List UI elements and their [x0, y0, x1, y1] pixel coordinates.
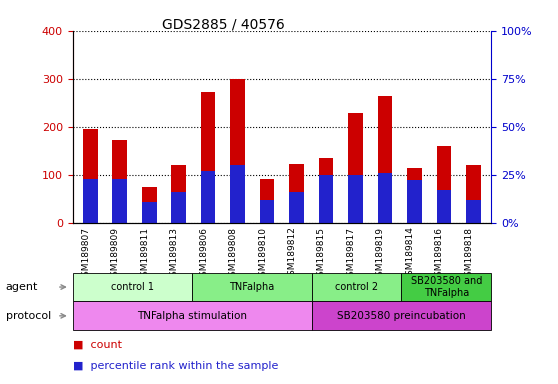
- Text: GSM189808: GSM189808: [229, 227, 238, 281]
- Text: GDS2885 / 40576: GDS2885 / 40576: [162, 17, 285, 31]
- Bar: [436, 146, 451, 223]
- Text: SB203580 preincubation: SB203580 preincubation: [337, 311, 466, 321]
- Bar: [83, 179, 98, 223]
- Bar: [192, 273, 312, 301]
- Bar: [312, 273, 401, 301]
- Bar: [112, 179, 127, 223]
- Text: GSM189815: GSM189815: [317, 227, 326, 281]
- Text: protocol: protocol: [6, 311, 51, 321]
- Bar: [319, 158, 333, 223]
- Text: GSM189811: GSM189811: [140, 227, 149, 281]
- Bar: [312, 301, 491, 330]
- Text: GSM189806: GSM189806: [199, 227, 208, 281]
- Text: GSM189812: GSM189812: [287, 227, 296, 281]
- Bar: [348, 113, 363, 223]
- Bar: [201, 92, 215, 223]
- Bar: [348, 175, 363, 223]
- Text: GSM189816: GSM189816: [435, 227, 444, 281]
- Bar: [112, 140, 127, 223]
- Bar: [171, 192, 186, 223]
- Bar: [289, 192, 304, 223]
- Bar: [466, 200, 481, 223]
- Bar: [230, 79, 245, 223]
- Bar: [73, 273, 192, 301]
- Text: GSM189819: GSM189819: [376, 227, 385, 281]
- Bar: [378, 173, 392, 223]
- Text: SB203580 and
TNFalpha: SB203580 and TNFalpha: [411, 276, 482, 298]
- Text: GSM189810: GSM189810: [258, 227, 267, 281]
- Bar: [401, 273, 491, 301]
- Bar: [289, 164, 304, 223]
- Bar: [201, 171, 215, 223]
- Text: control 1: control 1: [111, 282, 154, 292]
- Text: ■  percentile rank within the sample: ■ percentile rank within the sample: [73, 361, 278, 371]
- Bar: [466, 165, 481, 223]
- Text: GSM189809: GSM189809: [110, 227, 120, 281]
- Bar: [259, 179, 275, 223]
- Text: control 2: control 2: [335, 282, 378, 292]
- Text: GSM189814: GSM189814: [406, 227, 415, 281]
- Text: GSM189818: GSM189818: [464, 227, 473, 281]
- Text: TNFalpha: TNFalpha: [229, 282, 275, 292]
- Bar: [436, 190, 451, 223]
- Text: TNFalpha stimulation: TNFalpha stimulation: [137, 311, 247, 321]
- Text: ■  count: ■ count: [73, 340, 122, 350]
- Text: agent: agent: [6, 282, 38, 292]
- Bar: [171, 165, 186, 223]
- Bar: [259, 200, 275, 223]
- Text: GSM189807: GSM189807: [81, 227, 90, 281]
- Text: GSM189813: GSM189813: [170, 227, 179, 281]
- Bar: [230, 165, 245, 223]
- Bar: [407, 167, 422, 223]
- Bar: [319, 175, 333, 223]
- Bar: [142, 202, 157, 223]
- Text: GSM189817: GSM189817: [347, 227, 355, 281]
- Bar: [83, 129, 98, 223]
- Bar: [142, 187, 157, 223]
- Bar: [73, 301, 312, 330]
- Bar: [378, 96, 392, 223]
- Bar: [407, 180, 422, 223]
